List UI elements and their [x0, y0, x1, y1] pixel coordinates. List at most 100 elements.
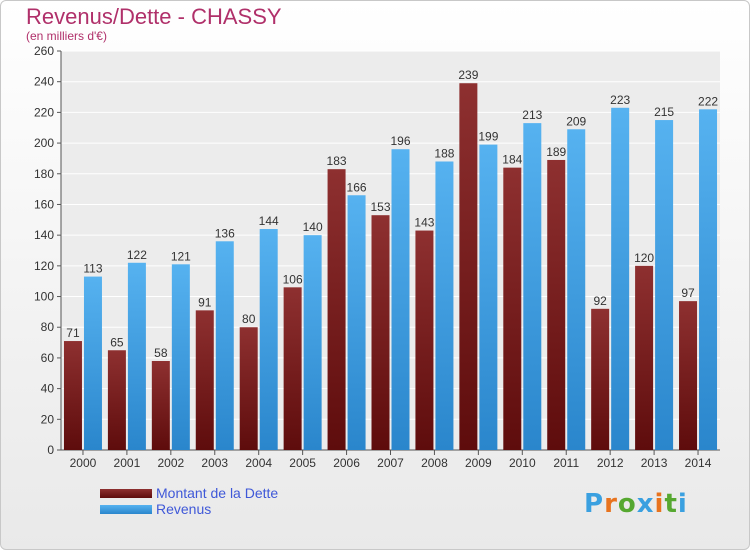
data-label-revenus: 140 — [303, 220, 323, 234]
bar-dette — [327, 169, 346, 450]
y-tick-label: 160 — [34, 197, 54, 211]
x-tick-label: 2010 — [509, 456, 536, 470]
logo-letter: o — [617, 489, 637, 519]
y-tick-label: 60 — [41, 351, 55, 365]
y-tick-label: 180 — [34, 167, 54, 181]
data-label-dette: 153 — [370, 200, 390, 214]
proxiti-logo: Proxiti — [584, 489, 688, 519]
y-tick-label: 0 — [47, 443, 54, 457]
data-label-dette: 80 — [242, 312, 256, 326]
x-tick-label: 2004 — [245, 456, 272, 470]
data-label-revenus: 209 — [566, 114, 586, 128]
x-tick-label: 2009 — [465, 456, 492, 470]
legend-label-dette: Montant de la Dette — [156, 485, 279, 501]
bar-dette — [591, 308, 610, 450]
x-tick-label: 2001 — [114, 456, 141, 470]
y-tick-label: 140 — [34, 228, 54, 242]
bar-revenus — [611, 107, 630, 451]
x-tick-label: 2000 — [70, 456, 97, 470]
bar-revenus — [83, 276, 102, 450]
legend-swatch-revenus — [100, 505, 152, 514]
bar-revenus — [171, 264, 190, 450]
bar-dette — [679, 301, 698, 450]
y-tick-label: 20 — [41, 412, 55, 426]
logo-letter: t — [664, 489, 678, 519]
legend-swatch-dette — [100, 489, 152, 498]
logo-letter: i — [677, 489, 688, 519]
y-tick-label: 120 — [34, 259, 54, 273]
y-tick-label: 80 — [41, 320, 55, 334]
bar-dette — [107, 350, 126, 450]
y-tick-label: 40 — [41, 382, 55, 396]
data-label-dette: 184 — [502, 153, 522, 167]
data-label-dette: 189 — [546, 145, 566, 159]
plot-area — [61, 51, 720, 450]
data-label-revenus: 113 — [83, 262, 102, 276]
data-label-dette: 239 — [458, 68, 478, 82]
x-tick-label: 2014 — [685, 456, 712, 470]
data-label-revenus: 144 — [259, 214, 279, 228]
x-tick-label: 2006 — [333, 456, 360, 470]
bar-dette — [415, 230, 434, 450]
bar-dette — [151, 360, 170, 450]
x-tick-label: 2012 — [597, 456, 624, 470]
chart-title: Revenus/Dette - CHASSY — [26, 4, 282, 29]
x-tick-label: 2007 — [377, 456, 404, 470]
data-label-revenus: 222 — [698, 94, 718, 108]
y-tick-label: 200 — [34, 136, 54, 150]
data-label-dette: 65 — [110, 335, 124, 349]
x-tick-label: 2013 — [641, 456, 668, 470]
bar-dette — [459, 83, 478, 450]
bar-dette — [283, 287, 302, 450]
x-tick-label: 2003 — [201, 456, 228, 470]
bar-revenus — [391, 149, 410, 450]
bar-revenus — [655, 120, 674, 451]
y-tick-label: 240 — [34, 75, 54, 89]
data-label-revenus: 196 — [390, 134, 410, 148]
data-label-dette: 58 — [154, 346, 168, 360]
data-label-revenus: 136 — [215, 226, 235, 240]
data-label-dette: 71 — [66, 326, 80, 340]
bar-revenus — [347, 195, 366, 450]
chart-subtitle: (en milliers d'€) — [26, 29, 107, 43]
data-label-revenus: 215 — [654, 105, 674, 119]
bar-revenus — [127, 262, 146, 450]
x-tick-label: 2011 — [553, 456, 579, 470]
data-label-revenus: 188 — [434, 146, 454, 160]
data-label-revenus: 166 — [347, 180, 367, 194]
data-label-dette: 143 — [414, 216, 434, 230]
data-label-revenus: 199 — [478, 130, 498, 144]
data-label-revenus: 223 — [610, 93, 630, 107]
data-label-revenus: 121 — [171, 249, 191, 263]
logo-letter: r — [604, 489, 618, 519]
bar-dette — [63, 341, 82, 450]
logo-letter: P — [584, 489, 605, 519]
y-tick-label: 100 — [34, 290, 54, 304]
bar-revenus — [435, 161, 454, 450]
bar-revenus — [479, 144, 498, 450]
data-label-dette: 97 — [681, 286, 695, 300]
bar-dette — [371, 215, 390, 450]
logo-letter: i — [654, 489, 665, 519]
data-label-dette: 91 — [198, 295, 212, 309]
bar-dette — [503, 167, 522, 450]
bar-revenus — [259, 229, 278, 450]
bar-dette — [195, 310, 214, 450]
bar-dette — [547, 159, 566, 450]
y-tick-label: 260 — [34, 44, 54, 58]
x-tick-label: 2002 — [157, 456, 184, 470]
legend-label-revenus: Revenus — [156, 501, 212, 517]
x-tick-label: 2005 — [289, 456, 316, 470]
bar-revenus — [215, 241, 234, 450]
logo-letter: x — [636, 489, 655, 519]
data-label-dette: 106 — [283, 272, 303, 286]
data-label-revenus: 122 — [127, 248, 147, 262]
bar-revenus — [523, 123, 542, 450]
y-tick-label: 220 — [34, 105, 54, 119]
bar-revenus — [699, 109, 718, 451]
data-label-revenus: 213 — [522, 108, 542, 122]
x-tick-label: 2008 — [421, 456, 448, 470]
data-label-dette: 92 — [593, 294, 607, 308]
bar-revenus — [567, 129, 586, 450]
